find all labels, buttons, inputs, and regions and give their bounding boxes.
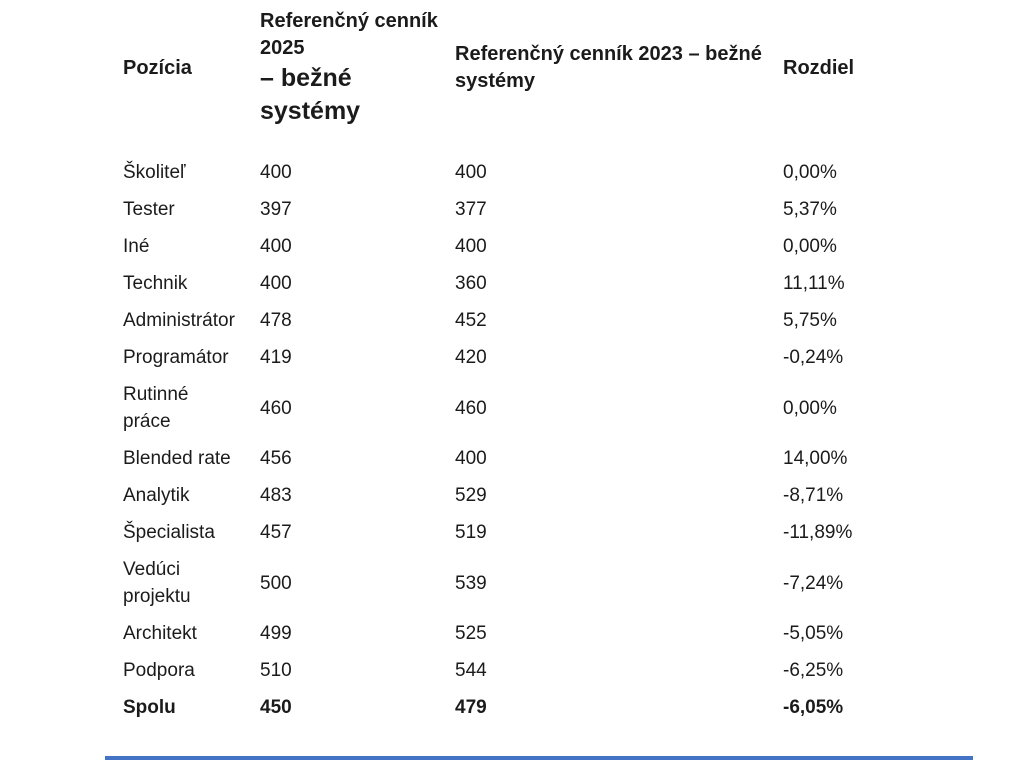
cell-cennik-2025: 483: [260, 485, 292, 506]
table-row: Rutinné práce 460 460 0,00%: [123, 376, 1024, 440]
header-pozicia-label: Pozícia: [123, 56, 192, 79]
cell-cennik-2025: 500: [260, 572, 292, 594]
cell-cennik-2025: 478: [260, 310, 292, 331]
table-row: Analytik 483 529 -8,71%: [123, 477, 1024, 514]
header-rozdiel: Rozdiel: [783, 8, 1024, 154]
header-cennik-2023-line1: Referenčný cenník 2023 – bežné: [455, 43, 762, 65]
bottom-accent-bar: [105, 756, 973, 760]
header-cennik-2025: Referenčný cenník 2025 – bežné systémy: [260, 8, 455, 154]
cell-cennik-2025: 397: [260, 199, 292, 220]
cell-cennik-2023: 400: [455, 448, 487, 469]
table-row: Blended rate 456 400 14,00%: [123, 440, 1024, 477]
cell-cennik-2025: 456: [260, 448, 292, 469]
cell-cennik-2023: 544: [455, 660, 487, 681]
cell-pozicia: Blended rate: [123, 448, 231, 469]
table-row: Iné 400 400 0,00%: [123, 228, 1024, 265]
cell-rozdiel: -7,24%: [783, 572, 844, 594]
cell-pozicia: Iné: [123, 236, 150, 257]
table-row: Školiteľ 400 400 0,00%: [123, 154, 1024, 191]
cell-cennik-2023: 460: [455, 397, 487, 419]
cell-pozicia: Rutinné práce: [123, 376, 260, 440]
pricing-comparison-table: Pozícia Referenčný cenník 2025 – bežné s…: [123, 8, 1024, 726]
cell-pozicia-label: Vedúci projektu: [123, 559, 191, 607]
cell-cennik-2023: 525: [455, 623, 487, 644]
cell-rozdiel: 0,00%: [783, 236, 837, 257]
table-row: Programátor 419 420 -0,24%: [123, 339, 1024, 376]
cell-cennik-2025: 400: [260, 236, 292, 257]
cell-pozicia: Spolu: [123, 697, 176, 718]
table-header: Pozícia Referenčný cenník 2025 – bežné s…: [123, 8, 1024, 154]
table-body: Školiteľ 400 400 0,00% Tester 397 377 5,…: [123, 154, 1024, 726]
cell-rozdiel: -8,71%: [783, 485, 844, 506]
header-cennik-2023: Referenčný cenník 2023 – bežné systémy: [455, 8, 783, 154]
cell-rozdiel: 11,11%: [783, 273, 845, 294]
cell-pozicia: Školiteľ: [123, 162, 186, 183]
cell-rozdiel: -5,05%: [783, 623, 844, 644]
cell-cennik-2023: 400: [455, 162, 487, 183]
table-row: Podpora 510 544 -6,25%: [123, 652, 1024, 689]
header-pozicia: Pozícia: [123, 8, 260, 154]
table-row: Vedúci projektu 500 539 -7,24%: [123, 551, 1024, 615]
cell-pozicia: Administrátor: [123, 310, 235, 331]
cell-cennik-2023: 360: [455, 273, 487, 294]
cell-rozdiel: -6,25%: [783, 660, 844, 681]
cell-pozicia: Tester: [123, 199, 175, 220]
table-row: Tester 397 377 5,37%: [123, 191, 1024, 228]
header-cennik-2025-line1: Referenčný cenník: [260, 10, 438, 32]
cell-cennik-2025: 419: [260, 347, 292, 368]
cell-pozicia-label: Rutinné práce: [123, 384, 189, 432]
cell-cennik-2025: 460: [260, 397, 292, 419]
table-row: Administrátor 478 452 5,75%: [123, 302, 1024, 339]
cell-cennik-2023: 519: [455, 522, 487, 543]
header-cennik-2025-line4: systémy: [260, 97, 361, 125]
cell-cennik-2025: 499: [260, 623, 292, 644]
cell-pozicia: Analytik: [123, 485, 190, 506]
cell-rozdiel: 0,00%: [783, 162, 837, 183]
cell-cennik-2025: 457: [260, 522, 292, 543]
cell-rozdiel: -0,24%: [783, 347, 844, 368]
cell-rozdiel: -11,89%: [783, 522, 853, 543]
cell-cennik-2023: 377: [455, 199, 487, 220]
table-row: Architekt 499 525 -5,05%: [123, 615, 1024, 652]
cell-cennik-2023: 539: [455, 572, 487, 594]
header-rozdiel-label: Rozdiel: [783, 56, 855, 79]
cell-cennik-2025: 510: [260, 660, 292, 681]
header-cennik-2023-line2: systémy: [455, 70, 536, 92]
table-row-total: Spolu 450 479 -6,05%: [123, 689, 1024, 726]
cell-pozicia: Podpora: [123, 660, 195, 681]
cell-cennik-2023: 479: [455, 697, 487, 718]
cell-pozicia: Programátor: [123, 347, 229, 368]
cell-pozicia: Architekt: [123, 623, 197, 644]
cell-cennik-2023: 452: [455, 310, 487, 331]
cell-cennik-2025: 400: [260, 273, 292, 294]
header-cennik-2025-line3: – bežné: [260, 64, 352, 92]
header-row: Pozícia Referenčný cenník 2025 – bežné s…: [123, 8, 1024, 154]
cell-rozdiel: -6,05%: [783, 697, 844, 718]
cell-rozdiel: 0,00%: [783, 397, 837, 419]
cell-pozicia: Špecialista: [123, 522, 215, 543]
table-row: Technik 400 360 11,11%: [123, 265, 1024, 302]
table-row: Špecialista 457 519 -11,89%: [123, 514, 1024, 551]
cell-cennik-2025: 400: [260, 162, 292, 183]
cell-cennik-2023: 420: [455, 347, 487, 368]
cell-cennik-2023: 529: [455, 485, 487, 506]
cell-rozdiel: 5,37%: [783, 199, 837, 220]
header-cennik-2025-line2: 2025: [260, 37, 305, 59]
cell-cennik-2023: 400: [455, 236, 487, 257]
cell-pozicia: Vedúci projektu: [123, 551, 260, 615]
cell-pozicia: Technik: [123, 273, 188, 294]
cell-rozdiel: 14,00%: [783, 448, 848, 469]
cell-rozdiel: 5,75%: [783, 310, 837, 331]
cell-cennik-2025: 450: [260, 697, 292, 718]
